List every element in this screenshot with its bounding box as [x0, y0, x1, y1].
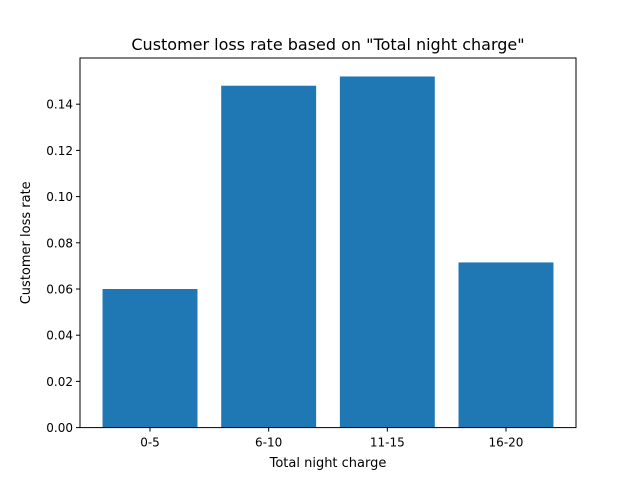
y-tick-label: 0.14	[46, 98, 73, 112]
bars-group	[102, 76, 554, 428]
x-tick-label: 11-15	[370, 436, 405, 450]
bar-6-10	[221, 85, 317, 428]
x-axis-label: Total night charge	[269, 456, 387, 471]
y-tick-label: 0.02	[46, 375, 73, 389]
x-axis-ticks: 0-5 6-10 11-15 16-20	[140, 427, 524, 450]
y-tick-label: 0.12	[46, 144, 73, 158]
y-tick-label: 0.06	[46, 283, 73, 297]
chart-title: Customer loss rate based on "Total night…	[131, 35, 524, 54]
y-tick-label: 0.08	[46, 236, 73, 250]
plot-area-frame	[79, 57, 577, 429]
y-tick-label: 0.04	[46, 329, 73, 343]
x-tick-label: 6-10	[255, 436, 282, 450]
bar-16-20	[458, 262, 554, 428]
bar-0-5	[102, 289, 198, 428]
y-axis-ticks: 0.00 0.02 0.04 0.06 0.08 0.10 0.12 0.14	[46, 98, 80, 435]
y-tick-label: 0.00	[46, 421, 73, 435]
x-tick-label: 16-20	[489, 436, 524, 450]
y-tick-label: 0.10	[46, 190, 73, 204]
x-tick-label: 0-5	[140, 436, 160, 450]
y-axis-label: Customer loss rate	[19, 181, 34, 304]
bar-11-15	[339, 76, 435, 428]
